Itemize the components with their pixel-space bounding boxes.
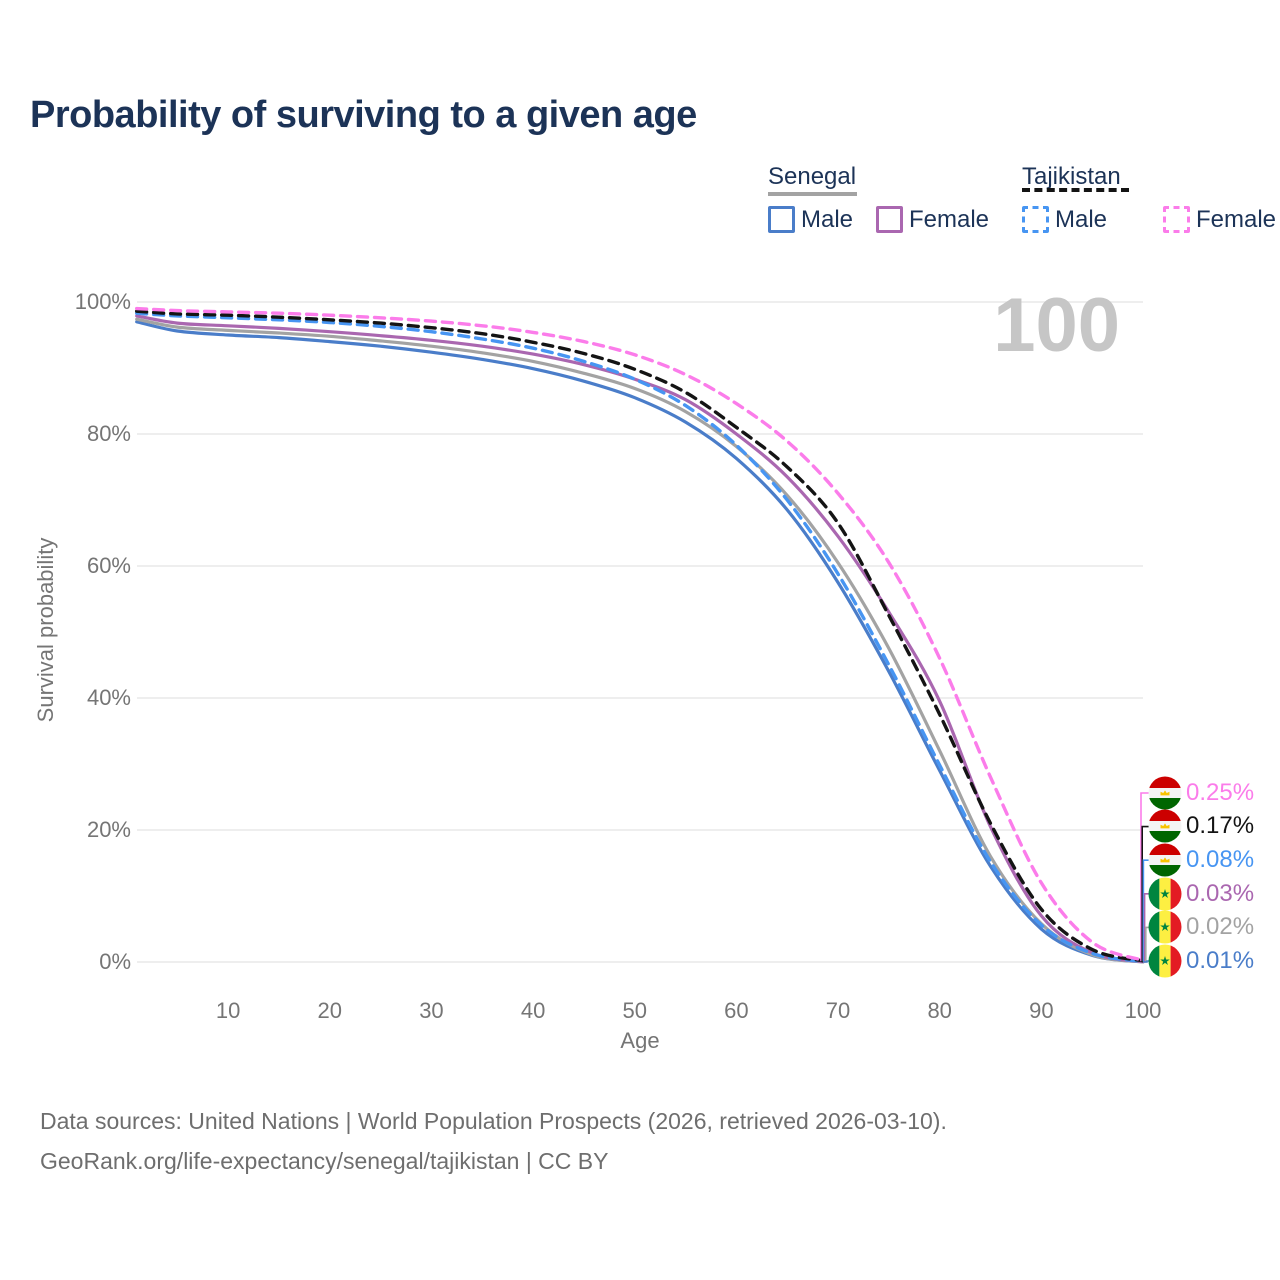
page-title: Probability of surviving to a given age (30, 94, 697, 136)
x-tick-label: 60 (724, 998, 749, 1023)
end-label-row: 0.03% (1148, 877, 1280, 911)
line-tajikistan-male (135, 311, 1145, 964)
legend-swatch-senegal-male[interactable] (768, 206, 795, 233)
tajikistan-flag-icon (1148, 809, 1182, 843)
tajikistan-flag-icon (1148, 776, 1182, 810)
x-tick-label: 90 (1029, 998, 1054, 1023)
y-tick-label: 60% (86, 553, 131, 578)
legend-swatch-tajikistan-female[interactable] (1163, 206, 1190, 233)
x-tick-label: 100 (1124, 998, 1162, 1023)
tajikistan-flag-icon (1148, 843, 1182, 877)
legend-group-senegal: Senegal (768, 163, 857, 190)
senegal-flag-icon (1148, 877, 1182, 911)
end-label-value: 0.02% (1186, 913, 1255, 941)
legend-label-tajikistan-female[interactable]: Female (1196, 206, 1277, 233)
y-tick-label: 0% (99, 949, 131, 974)
legend-underline-tajikistan (1022, 188, 1129, 192)
line-senegal-both-sexes (135, 317, 1145, 964)
end-label-row: 0.01% (1148, 944, 1280, 978)
legend-label-senegal-female[interactable]: Female (909, 206, 990, 233)
legend-underline-senegal (768, 192, 857, 196)
end-label-value: 0.17% (1186, 812, 1255, 840)
end-label-row: 0.17% (1148, 809, 1280, 844)
senegal-flag-icon (1148, 944, 1182, 978)
line-tajikistan-female (135, 306, 1145, 963)
x-tick-label: 80 (927, 998, 952, 1023)
series-end-labels: 0.25% 0.17% 0.08% 0.03% (1148, 776, 1280, 978)
end-label-value: 0.01% (1186, 946, 1255, 974)
x-axis-title: Age (620, 1028, 660, 1053)
x-tick-label: 50 (622, 998, 647, 1023)
x-tick-label: 10 (215, 998, 241, 1023)
legend-group-tajikistan: Tajikistan (1022, 163, 1121, 190)
x-tick-label: 20 (317, 998, 343, 1023)
end-label-value: 0.03% (1186, 879, 1255, 907)
x-tick-label: 40 (520, 998, 546, 1023)
end-label-value: 0.08% (1186, 845, 1255, 873)
y-tick-label: 20% (86, 817, 131, 842)
data-sources-line: Data sources: United Nations | World Pop… (40, 1108, 947, 1134)
age-counter-watermark: 100 (993, 283, 1120, 368)
legend-swatch-tajikistan-male[interactable] (1022, 206, 1049, 233)
end-label-row: 0.25% (1148, 776, 1280, 810)
x-tick-label: 30 (419, 998, 444, 1023)
end-label-row: 0.08% (1148, 843, 1280, 877)
attribution-line: GeoRank.org/life-expectancy/senegal/taji… (40, 1148, 609, 1174)
line-tajikistan-both-sexes (135, 309, 1145, 963)
y-tick-label: 40% (86, 685, 131, 710)
end-label-value: 0.25% (1186, 778, 1255, 806)
line-senegal-male (135, 320, 1145, 964)
y-axis-title: Survival probability (33, 537, 58, 723)
senegal-flag-icon (1148, 910, 1182, 944)
y-tick-label: 100% (74, 289, 131, 314)
legend-swatch-senegal-female[interactable] (876, 206, 903, 233)
legend-label-tajikistan-male[interactable]: Male (1055, 206, 1108, 233)
x-tick-label: 70 (825, 998, 851, 1023)
end-label-row: 0.02% (1148, 910, 1280, 944)
end-label-leader (1143, 960, 1149, 963)
legend-label-senegal-male[interactable]: Male (801, 206, 854, 233)
y-tick-label: 80% (86, 421, 131, 446)
